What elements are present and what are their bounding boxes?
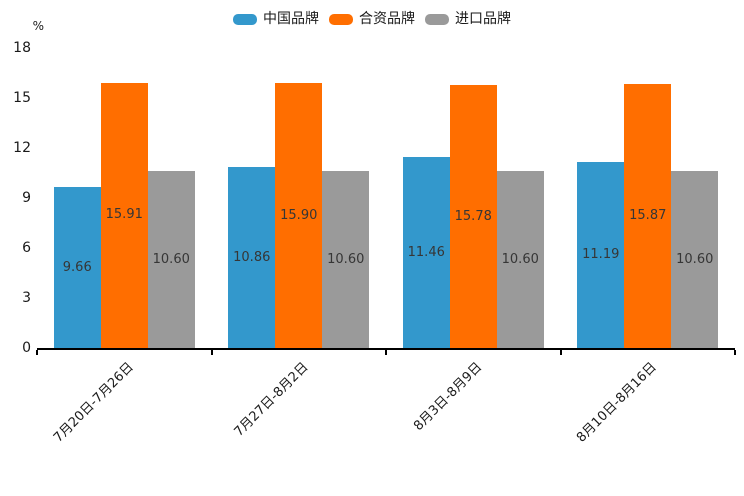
y-axis-tick-label: 3 — [22, 290, 31, 306]
bar — [449, 85, 497, 348]
x-axis-category-label: 8月3日-8月9日 — [411, 359, 486, 434]
bar — [228, 167, 276, 348]
bar-value-label: 11.19 — [582, 246, 620, 262]
bar — [496, 171, 544, 348]
legend-item: 进口品牌 — [425, 11, 511, 27]
bar-value-label: 15.78 — [454, 208, 492, 224]
legend-label: 进口品牌 — [455, 11, 511, 27]
bar-value-label: 15.91 — [105, 207, 143, 223]
y-axis-tick-label: 18 — [13, 40, 31, 56]
bar-value-label: 10.60 — [676, 251, 714, 267]
x-axis-category-label: 7月27日-8月2日 — [231, 359, 312, 440]
bar-value-label: 15.90 — [280, 207, 318, 223]
bar — [322, 171, 370, 348]
bar — [275, 83, 323, 348]
bar-value-label: 9.66 — [62, 259, 92, 275]
bar — [53, 187, 101, 348]
bar-value-label: 10.60 — [152, 251, 190, 267]
bar — [624, 83, 672, 348]
y-axis-tick-label: 15 — [13, 90, 31, 106]
bar-value-label: 10.86 — [233, 249, 271, 265]
legend-item: 合资品牌 — [329, 11, 415, 27]
bar-value-label: 11.46 — [407, 244, 445, 260]
y-axis-tick-label: 0 — [22, 340, 31, 356]
bar — [147, 171, 195, 348]
x-axis-tick — [559, 350, 562, 355]
legend-item: 中国品牌 — [233, 11, 319, 27]
legend-label: 合资品牌 — [359, 11, 415, 27]
bar-value-label: 10.60 — [327, 251, 365, 267]
x-axis-tick — [210, 350, 213, 355]
y-axis-unit-label: % — [32, 19, 44, 33]
bar — [671, 171, 719, 348]
y-axis-tick-label: 12 — [13, 140, 31, 156]
bar-value-label: 10.60 — [501, 251, 539, 267]
x-axis-category-label: 7月20日-7月26日 — [50, 359, 137, 446]
legend-swatch — [329, 13, 353, 25]
legend-swatch — [425, 13, 449, 25]
x-axis-tick — [36, 350, 38, 355]
bar — [100, 82, 148, 348]
y-axis-tick-label: 9 — [22, 190, 31, 206]
bar — [577, 161, 625, 348]
x-axis-tick — [734, 350, 736, 355]
legend-swatch — [233, 13, 257, 25]
legend-label: 中国品牌 — [263, 11, 319, 27]
legend: 中国品牌 合资品牌 进口品牌 — [0, 11, 744, 27]
bar — [402, 157, 450, 348]
y-axis-tick-label: 6 — [22, 240, 31, 256]
bar-value-label: 15.87 — [629, 207, 667, 223]
x-axis-tick — [385, 350, 387, 355]
x-axis-line — [37, 348, 735, 350]
x-axis-category-label: 8月10日-8月16日 — [574, 359, 661, 446]
